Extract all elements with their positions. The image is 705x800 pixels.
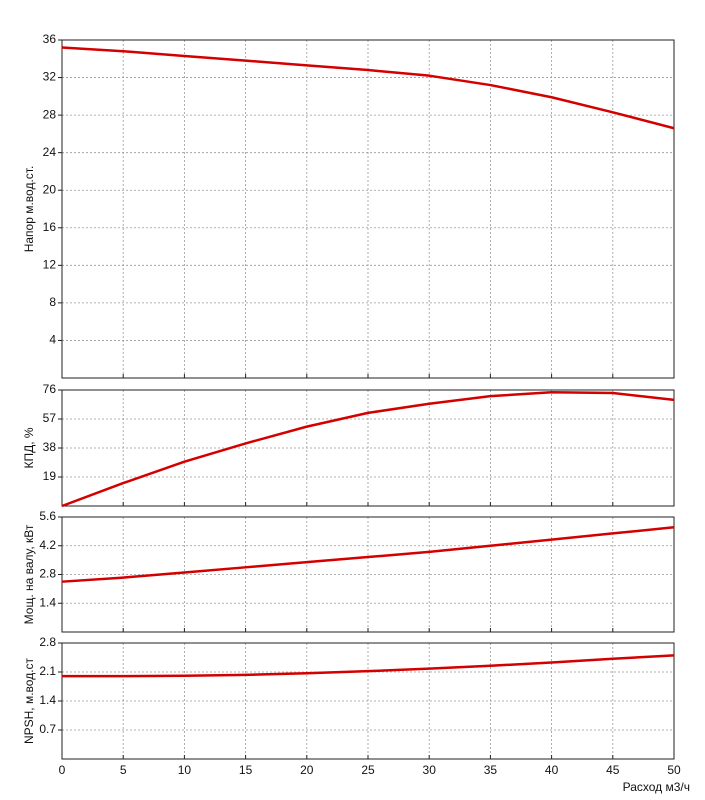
y-tick-label: 5.6 xyxy=(39,509,56,523)
y-axis-label: NPSH, м.вод.ст xyxy=(22,657,36,744)
y-tick-label: 2.8 xyxy=(39,567,56,581)
x-tick-label: 0 xyxy=(59,763,66,777)
x-tick-label: 50 xyxy=(667,763,681,777)
curve xyxy=(61,46,675,130)
y-tick-label: 24 xyxy=(43,145,57,159)
x-tick-label: 40 xyxy=(545,763,559,777)
y-axis-label: Мощ. на валу, кВт xyxy=(22,524,36,624)
x-tick-label: 30 xyxy=(423,763,437,777)
y-tick-label: 19 xyxy=(43,469,57,483)
y-tick-label: 2.1 xyxy=(39,664,56,678)
curve xyxy=(61,391,675,508)
y-tick-label: 20 xyxy=(43,182,57,196)
y-tick-label: 4.2 xyxy=(39,538,56,552)
x-tick-label: 45 xyxy=(606,763,620,777)
x-tick-label: 35 xyxy=(484,763,498,777)
y-tick-label: 1.4 xyxy=(39,595,56,609)
y-tick-label: 76 xyxy=(43,382,57,396)
y-tick-label: 4 xyxy=(49,333,56,347)
y-tick-label: 8 xyxy=(49,295,56,309)
y-tick-label: 36 xyxy=(43,32,57,46)
x-tick-label: 20 xyxy=(300,763,314,777)
plot-frame xyxy=(61,642,675,760)
y-tick-label: 57 xyxy=(43,411,57,425)
plot-frame xyxy=(61,389,675,507)
y-tick-label: 1.4 xyxy=(39,693,56,707)
y-axis-label: Напор м.вод.ст. xyxy=(22,166,36,253)
curve xyxy=(62,654,675,678)
y-tick-label: 2.8 xyxy=(39,635,56,649)
y-tick-label: 0.7 xyxy=(39,722,56,736)
x-tick-label: 10 xyxy=(178,763,192,777)
y-tick-label: 28 xyxy=(43,107,57,121)
curve xyxy=(61,526,675,583)
y-axis-label: КПД, % xyxy=(22,427,36,468)
x-tick-label: 5 xyxy=(120,763,127,777)
y-tick-label: 38 xyxy=(43,440,57,454)
plot-frame xyxy=(61,516,675,633)
plot-frame xyxy=(61,39,675,379)
x-tick-label: 15 xyxy=(239,763,253,777)
x-tick-label: 25 xyxy=(361,763,375,777)
y-tick-label: 32 xyxy=(43,70,57,84)
x-axis-label: Расход м3/ч xyxy=(623,780,690,794)
y-tick-label: 16 xyxy=(43,220,57,234)
y-tick-label: 12 xyxy=(43,258,57,272)
